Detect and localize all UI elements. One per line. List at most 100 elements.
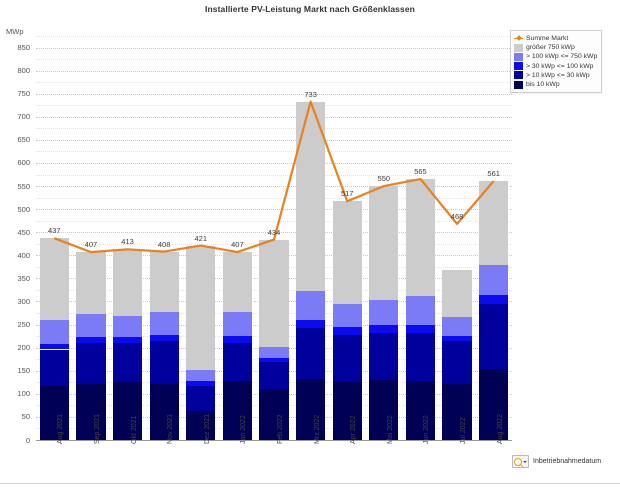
bar-segment[interactable]: [295, 291, 326, 320]
bar-segment[interactable]: [405, 333, 436, 382]
legend-item[interactable]: > 100 kWp <= 750 kWp: [514, 52, 597, 61]
x-axis-caption[interactable]: Inbetriebnahmedatum: [512, 455, 601, 468]
bar-segment[interactable]: [479, 368, 509, 440]
legend-color-swatch-icon: [514, 43, 523, 52]
stacked-bar[interactable]: [405, 36, 436, 440]
legend-item-label: > 100 kWp <= 750 kWp: [526, 53, 598, 61]
bar-segment[interactable]: [295, 101, 326, 292]
bar-segment[interactable]: [369, 299, 399, 326]
y-axis-tick-label: 400: [17, 250, 30, 260]
stacked-bar[interactable]: [332, 36, 362, 440]
data-point-label: 733: [304, 89, 317, 99]
bar-segment[interactable]: [369, 325, 399, 333]
bar-segment[interactable]: [149, 334, 179, 341]
bar-segment[interactable]: [479, 180, 509, 266]
bar-segment[interactable]: [259, 362, 289, 390]
bar-segment[interactable]: [39, 343, 69, 350]
bar-segment[interactable]: [222, 342, 253, 381]
legend-item[interactable]: > 10 kWp <= 30 kWp: [514, 71, 597, 80]
bar-segment[interactable]: [186, 411, 216, 440]
legend-item[interactable]: > 30 kWp <= 100 kWp: [514, 62, 597, 71]
bar-segment[interactable]: [369, 380, 399, 440]
bar-segment[interactable]: [369, 332, 399, 381]
bar-segment[interactable]: [332, 327, 362, 336]
bar-segment[interactable]: [112, 382, 143, 440]
bar-segment[interactable]: [149, 311, 179, 335]
bar-segment[interactable]: [369, 186, 399, 300]
bar-segment[interactable]: [39, 385, 69, 440]
bar-segment[interactable]: [186, 385, 216, 412]
y-axis-tick-label: 150: [17, 366, 30, 376]
bar-segment[interactable]: [222, 252, 253, 313]
bar-segment[interactable]: [39, 349, 69, 386]
filter-dropdown-icon[interactable]: [512, 455, 529, 468]
stacked-bar[interactable]: [259, 36, 289, 440]
bar-segment[interactable]: [259, 389, 289, 440]
bar-segment[interactable]: [479, 265, 509, 295]
bar-segment[interactable]: [295, 327, 326, 379]
stacked-bar[interactable]: [76, 36, 106, 440]
bar-segment[interactable]: [222, 380, 253, 440]
stacked-bar[interactable]: [39, 36, 69, 440]
legend-item[interactable]: bis 10 kWp: [514, 80, 597, 89]
legend-item[interactable]: Summe Markt: [514, 34, 597, 43]
gridline: [36, 209, 512, 211]
bar-segment[interactable]: [259, 239, 289, 347]
bar-segment[interactable]: [332, 304, 362, 328]
stacked-bar[interactable]: [112, 36, 143, 440]
bar-segment[interactable]: [405, 381, 436, 440]
bar-segment[interactable]: [259, 358, 289, 363]
bar-segment[interactable]: [222, 312, 253, 336]
legend-item[interactable]: größer 750 kWp: [514, 43, 597, 52]
stacked-bar[interactable]: [222, 36, 253, 440]
bar-segment[interactable]: [112, 343, 143, 383]
bar-segment[interactable]: [479, 304, 509, 369]
bar-segment[interactable]: [405, 296, 436, 326]
chart-legend[interactable]: Summe Markt größer 750 kWp > 100 kWp <= 75…: [510, 30, 603, 94]
bar-segment[interactable]: [149, 251, 179, 312]
stacked-bar[interactable]: [369, 36, 399, 440]
bar-segment[interactable]: [332, 335, 362, 383]
stacked-bar[interactable]: [442, 36, 472, 440]
bar-segment[interactable]: [76, 343, 106, 384]
gridline: [36, 36, 512, 37]
bar-segment[interactable]: [186, 381, 216, 386]
x-axis-tick-label: Jan 2022: [240, 415, 248, 444]
bar-segment[interactable]: [442, 384, 472, 440]
bar-segment[interactable]: [76, 337, 106, 344]
bar-segment[interactable]: [112, 249, 143, 316]
stacked-bar[interactable]: [149, 36, 179, 440]
bar-segment[interactable]: [76, 313, 106, 338]
bar-segment[interactable]: [442, 317, 472, 336]
bar-segment[interactable]: [39, 238, 69, 320]
bar-segment[interactable]: [442, 335, 472, 342]
bar-segment[interactable]: [295, 319, 326, 328]
data-point-label: 468: [450, 211, 464, 221]
bar-segment[interactable]: [442, 341, 472, 385]
stacked-bar[interactable]: [186, 36, 216, 440]
bar-segment[interactable]: [405, 179, 436, 297]
bar-segment[interactable]: [295, 378, 326, 440]
chart-title: Installierte PV-Leistung Markt nach Größ…: [205, 4, 415, 14]
bar-segment[interactable]: [479, 294, 509, 305]
bar-segment[interactable]: [222, 335, 253, 343]
bar-segment[interactable]: [112, 315, 143, 338]
bar-segment[interactable]: [39, 319, 69, 344]
bar-segment[interactable]: [76, 252, 106, 314]
stacked-bar[interactable]: [295, 36, 326, 440]
bar-segment[interactable]: [259, 346, 289, 359]
bar-segment[interactable]: [332, 382, 362, 440]
bar-segment[interactable]: [442, 270, 472, 318]
gridline: [36, 186, 512, 188]
stacked-bar[interactable]: [479, 36, 509, 440]
x-axis-tick-label: Apr 2022: [350, 415, 358, 444]
bar-segment[interactable]: [149, 383, 179, 440]
bar-segment[interactable]: [405, 325, 436, 334]
bar-segment[interactable]: [186, 245, 216, 370]
gridline: [36, 232, 512, 234]
bar-segment[interactable]: [186, 369, 216, 382]
bar-segment[interactable]: [149, 340, 179, 384]
bar-segment[interactable]: [112, 337, 143, 344]
bar-segment[interactable]: [332, 201, 362, 305]
bar-segment[interactable]: [76, 383, 106, 440]
